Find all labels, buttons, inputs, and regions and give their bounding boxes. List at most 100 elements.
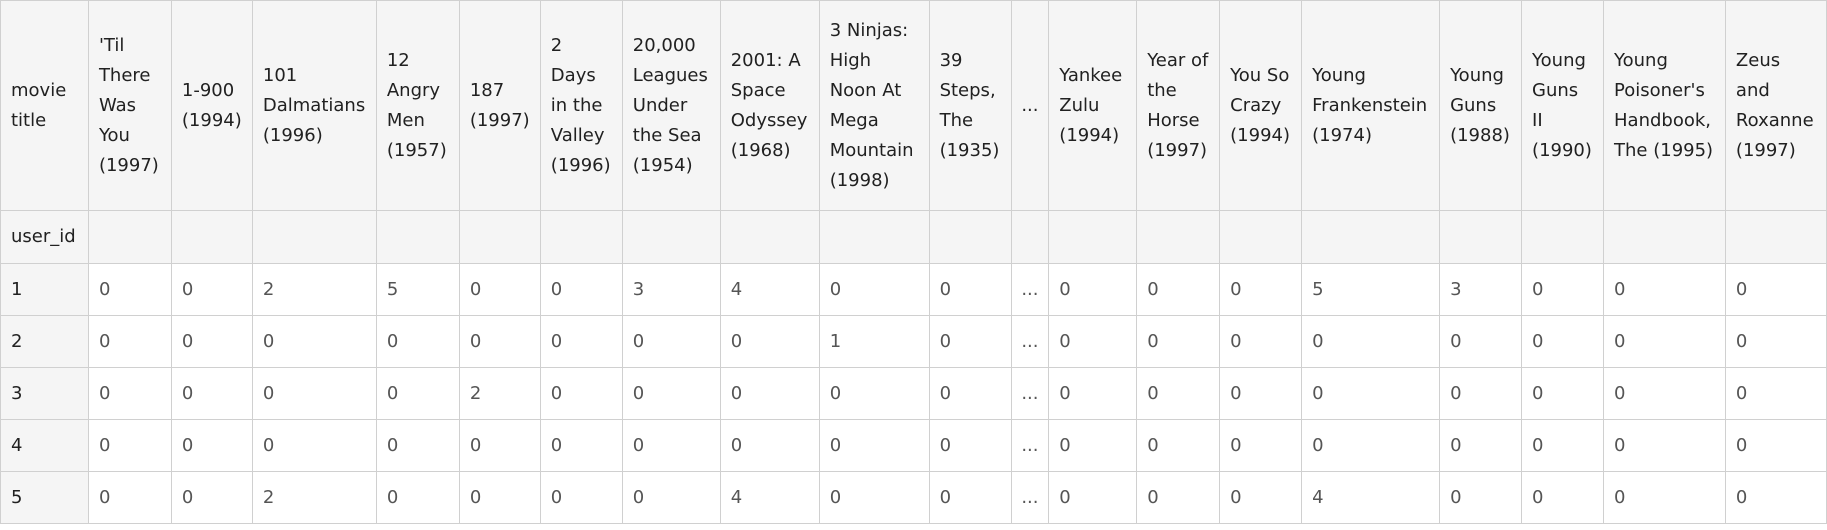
- table-cell: 0: [1136, 471, 1221, 524]
- table-cell: 4: [1301, 471, 1441, 524]
- column-ellipsis: ...: [1010, 0, 1050, 211]
- table-cell: 0: [818, 471, 930, 524]
- table-cell: 0: [251, 315, 377, 368]
- table-cell: 3: [1439, 263, 1523, 316]
- row-index: 3: [0, 367, 89, 420]
- index-row-empty-cell: [1010, 210, 1050, 264]
- index-row-empty-cell: [87, 210, 172, 264]
- table-cell: 0: [1521, 315, 1605, 368]
- table-cell: 0: [539, 367, 623, 420]
- table-cell: 0: [621, 367, 721, 420]
- column-header: 1-900 (1994): [170, 0, 253, 211]
- table-cell: 3: [621, 263, 721, 316]
- table-cell: 0: [928, 315, 1012, 368]
- index-row-empty-cell: [539, 210, 623, 264]
- column-header: Zeus and Roxanne (1997): [1724, 0, 1827, 211]
- index-row-empty-cell: [458, 210, 541, 264]
- column-header: 20,000 Leagues Under the Sea (1954): [621, 0, 721, 211]
- table-cell: 0: [1603, 471, 1726, 524]
- row-index: 5: [0, 471, 89, 524]
- column-header: Young Guns II (1990): [1521, 0, 1605, 211]
- table-cell: 0: [818, 367, 930, 420]
- table-body: 1 0 0 2 5 0 0 3 4 0 0... 0 0 0 5 3 0 0 0 2 0 0 0 0 0 0 0 0 1 0... 0 0 0 0…: [0, 263, 1827, 524]
- table-cell: 0: [928, 471, 1012, 524]
- table-cell: 0: [1136, 419, 1221, 472]
- table-cell: 0: [1048, 367, 1138, 420]
- index-row-empty-cell: [1301, 210, 1441, 264]
- table-cell: 0: [251, 419, 377, 472]
- table-cell: 0: [1136, 315, 1221, 368]
- index-row-empty-cell: [251, 210, 377, 264]
- table-cell: 0: [1219, 263, 1303, 316]
- table-cell: 0: [928, 263, 1012, 316]
- table-cell: 0: [87, 419, 172, 472]
- index-row-empty-cell: [818, 210, 930, 264]
- table-cell: 0: [170, 367, 253, 420]
- table-cell: 0: [170, 471, 253, 524]
- table-cell: 0: [1301, 367, 1441, 420]
- column-header: 101 Dalmatians (1996): [251, 0, 377, 211]
- index-row-empty-cell: [375, 210, 460, 264]
- table-cell: 0: [1048, 263, 1138, 316]
- table-cell: 2: [251, 471, 377, 524]
- row-index: 1: [0, 263, 89, 316]
- row-ellipsis: ...: [1010, 263, 1050, 316]
- index-name-label: user_id: [0, 210, 89, 264]
- table-cell: 0: [719, 315, 820, 368]
- table-cell: 0: [1439, 419, 1523, 472]
- table-cell: 0: [719, 419, 820, 472]
- index-row-empty-cell: [1521, 210, 1605, 264]
- table-cell: 5: [1301, 263, 1441, 316]
- index-row-empty-cell: [1048, 210, 1138, 264]
- table-cell: 5: [375, 263, 460, 316]
- table-cell: 0: [1603, 367, 1726, 420]
- table-row: 4 0 0 0 0 0 0 0 0 0 0... 0 0 0 0 0 0 0 0: [0, 419, 1827, 472]
- table-cell: 4: [719, 263, 820, 316]
- row-index: 2: [0, 315, 89, 368]
- index-row-empty-cell: [1603, 210, 1726, 264]
- index-row-empty-cell: [1136, 210, 1221, 264]
- table-cell: 2: [458, 367, 541, 420]
- table-cell: 0: [539, 263, 623, 316]
- table-cell: 0: [1219, 471, 1303, 524]
- table-cell: 0: [1219, 419, 1303, 472]
- column-header-row: movie title 'Til There Was You (1997) 1-9…: [0, 0, 1827, 211]
- index-row-empty-cell: [1219, 210, 1303, 264]
- table-cell: 0: [1603, 419, 1726, 472]
- table-cell: 0: [621, 471, 721, 524]
- table-cell: 0: [458, 263, 541, 316]
- table-cell: 0: [458, 315, 541, 368]
- table-cell: 0: [1603, 315, 1726, 368]
- column-header: Young Poisoner's Handbook, The (1995): [1603, 0, 1726, 211]
- table-cell: 0: [1219, 367, 1303, 420]
- table-cell: 0: [1048, 471, 1138, 524]
- table-cell: 0: [1724, 419, 1827, 472]
- table-cell: 0: [251, 367, 377, 420]
- table-row: 3 0 0 0 0 2 0 0 0 0 0... 0 0 0 0 0 0 0 0: [0, 367, 1827, 420]
- column-header: 2001: A Space Odyssey (1968): [719, 0, 820, 211]
- table-cell: 0: [539, 419, 623, 472]
- row-ellipsis: ...: [1010, 419, 1050, 472]
- table-cell: 0: [1521, 419, 1605, 472]
- table-row: 5 0 0 2 0 0 0 0 4 0 0... 0 0 0 4 0 0 0 0: [0, 471, 1827, 524]
- column-header: 12 Angry Men (1957): [375, 0, 460, 211]
- table-cell: 0: [1048, 315, 1138, 368]
- table-cell: 0: [87, 367, 172, 420]
- column-header: You So Crazy (1994): [1219, 0, 1303, 211]
- index-name-row: user_id: [0, 210, 1827, 264]
- table-cell: 0: [818, 263, 930, 316]
- table-cell: 0: [1724, 367, 1827, 420]
- table-cell: 0: [375, 315, 460, 368]
- column-header: 2 Days in the Valley (1996): [539, 0, 623, 211]
- table-cell: 0: [375, 471, 460, 524]
- column-header: 187 (1997): [458, 0, 541, 211]
- table-cell: 1: [818, 315, 930, 368]
- index-row-empty-cell: [719, 210, 820, 264]
- table-cell: 0: [170, 419, 253, 472]
- table-cell: 0: [539, 315, 623, 368]
- table-cell: 0: [170, 315, 253, 368]
- table-cell: 0: [1521, 471, 1605, 524]
- table-cell: 0: [1136, 367, 1221, 420]
- table-cell: 0: [621, 419, 721, 472]
